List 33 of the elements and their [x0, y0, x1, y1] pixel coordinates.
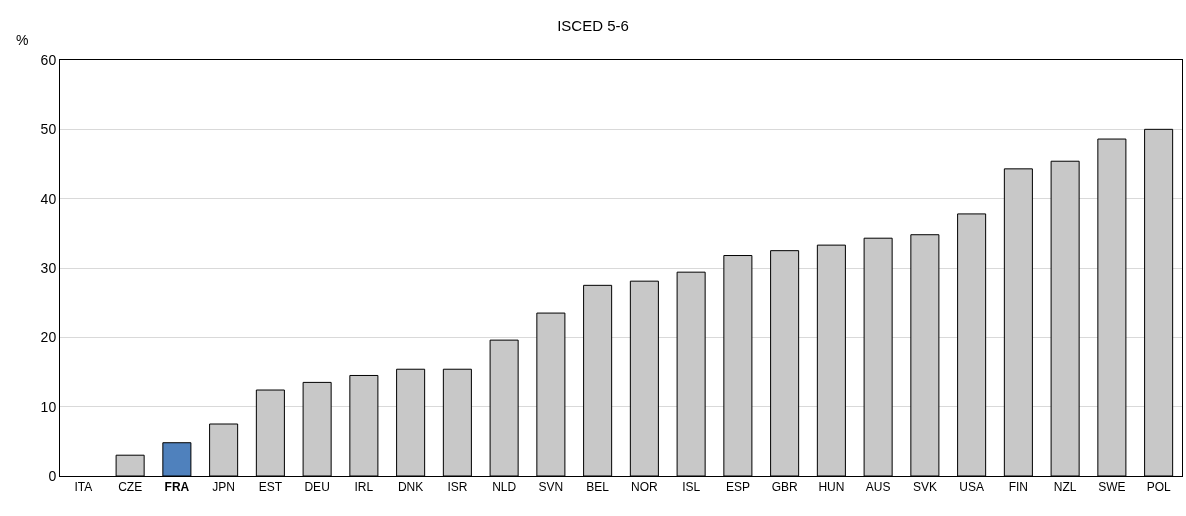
x-tick-label: SVK	[912, 480, 937, 495]
x-tick-label: ITA	[74, 480, 93, 495]
x-tick-label: SWE	[1098, 480, 1126, 495]
x-tick-label: NOR	[631, 480, 659, 495]
y-tick-label: 20	[40, 329, 57, 346]
x-tick-label: FIN	[1008, 480, 1029, 495]
chart-title: ISCED 5-6	[557, 17, 629, 35]
x-tick-label: GBR	[771, 480, 798, 495]
x-tick-label: ISL	[682, 480, 701, 495]
y-axis-title: %	[16, 32, 29, 48]
x-tick-label: JPN	[212, 480, 235, 495]
x-tick-label: CZE	[118, 480, 143, 495]
x-tick-label: FRA	[164, 480, 190, 495]
x-tick-label: HUN	[818, 480, 845, 495]
x-tick-label: AUS	[865, 480, 891, 495]
x-tick-label: ESP	[725, 480, 750, 495]
x-tick-label: EST	[258, 480, 283, 495]
y-tick-label: 40	[40, 190, 57, 207]
y-tick-label: 60	[40, 51, 57, 68]
x-tick-label: DNK	[397, 480, 424, 495]
y-tick-label: 50	[40, 121, 57, 138]
x-tick-label: USA	[959, 480, 984, 495]
y-tick-label: 10	[40, 398, 57, 415]
x-tick-label: NLD	[492, 480, 517, 495]
y-tick-label: 0	[48, 467, 57, 484]
x-tick-label: SVN	[538, 480, 564, 495]
x-tick-label: NZL	[1053, 480, 1077, 495]
x-tick-label: ISR	[447, 480, 468, 495]
x-tick-label: POL	[1146, 480, 1171, 495]
x-tick-label: BEL	[586, 480, 610, 495]
x-tick-label: DEU	[304, 480, 330, 495]
y-tick-label: 30	[40, 259, 57, 276]
x-tick-label: IRL	[354, 480, 374, 495]
